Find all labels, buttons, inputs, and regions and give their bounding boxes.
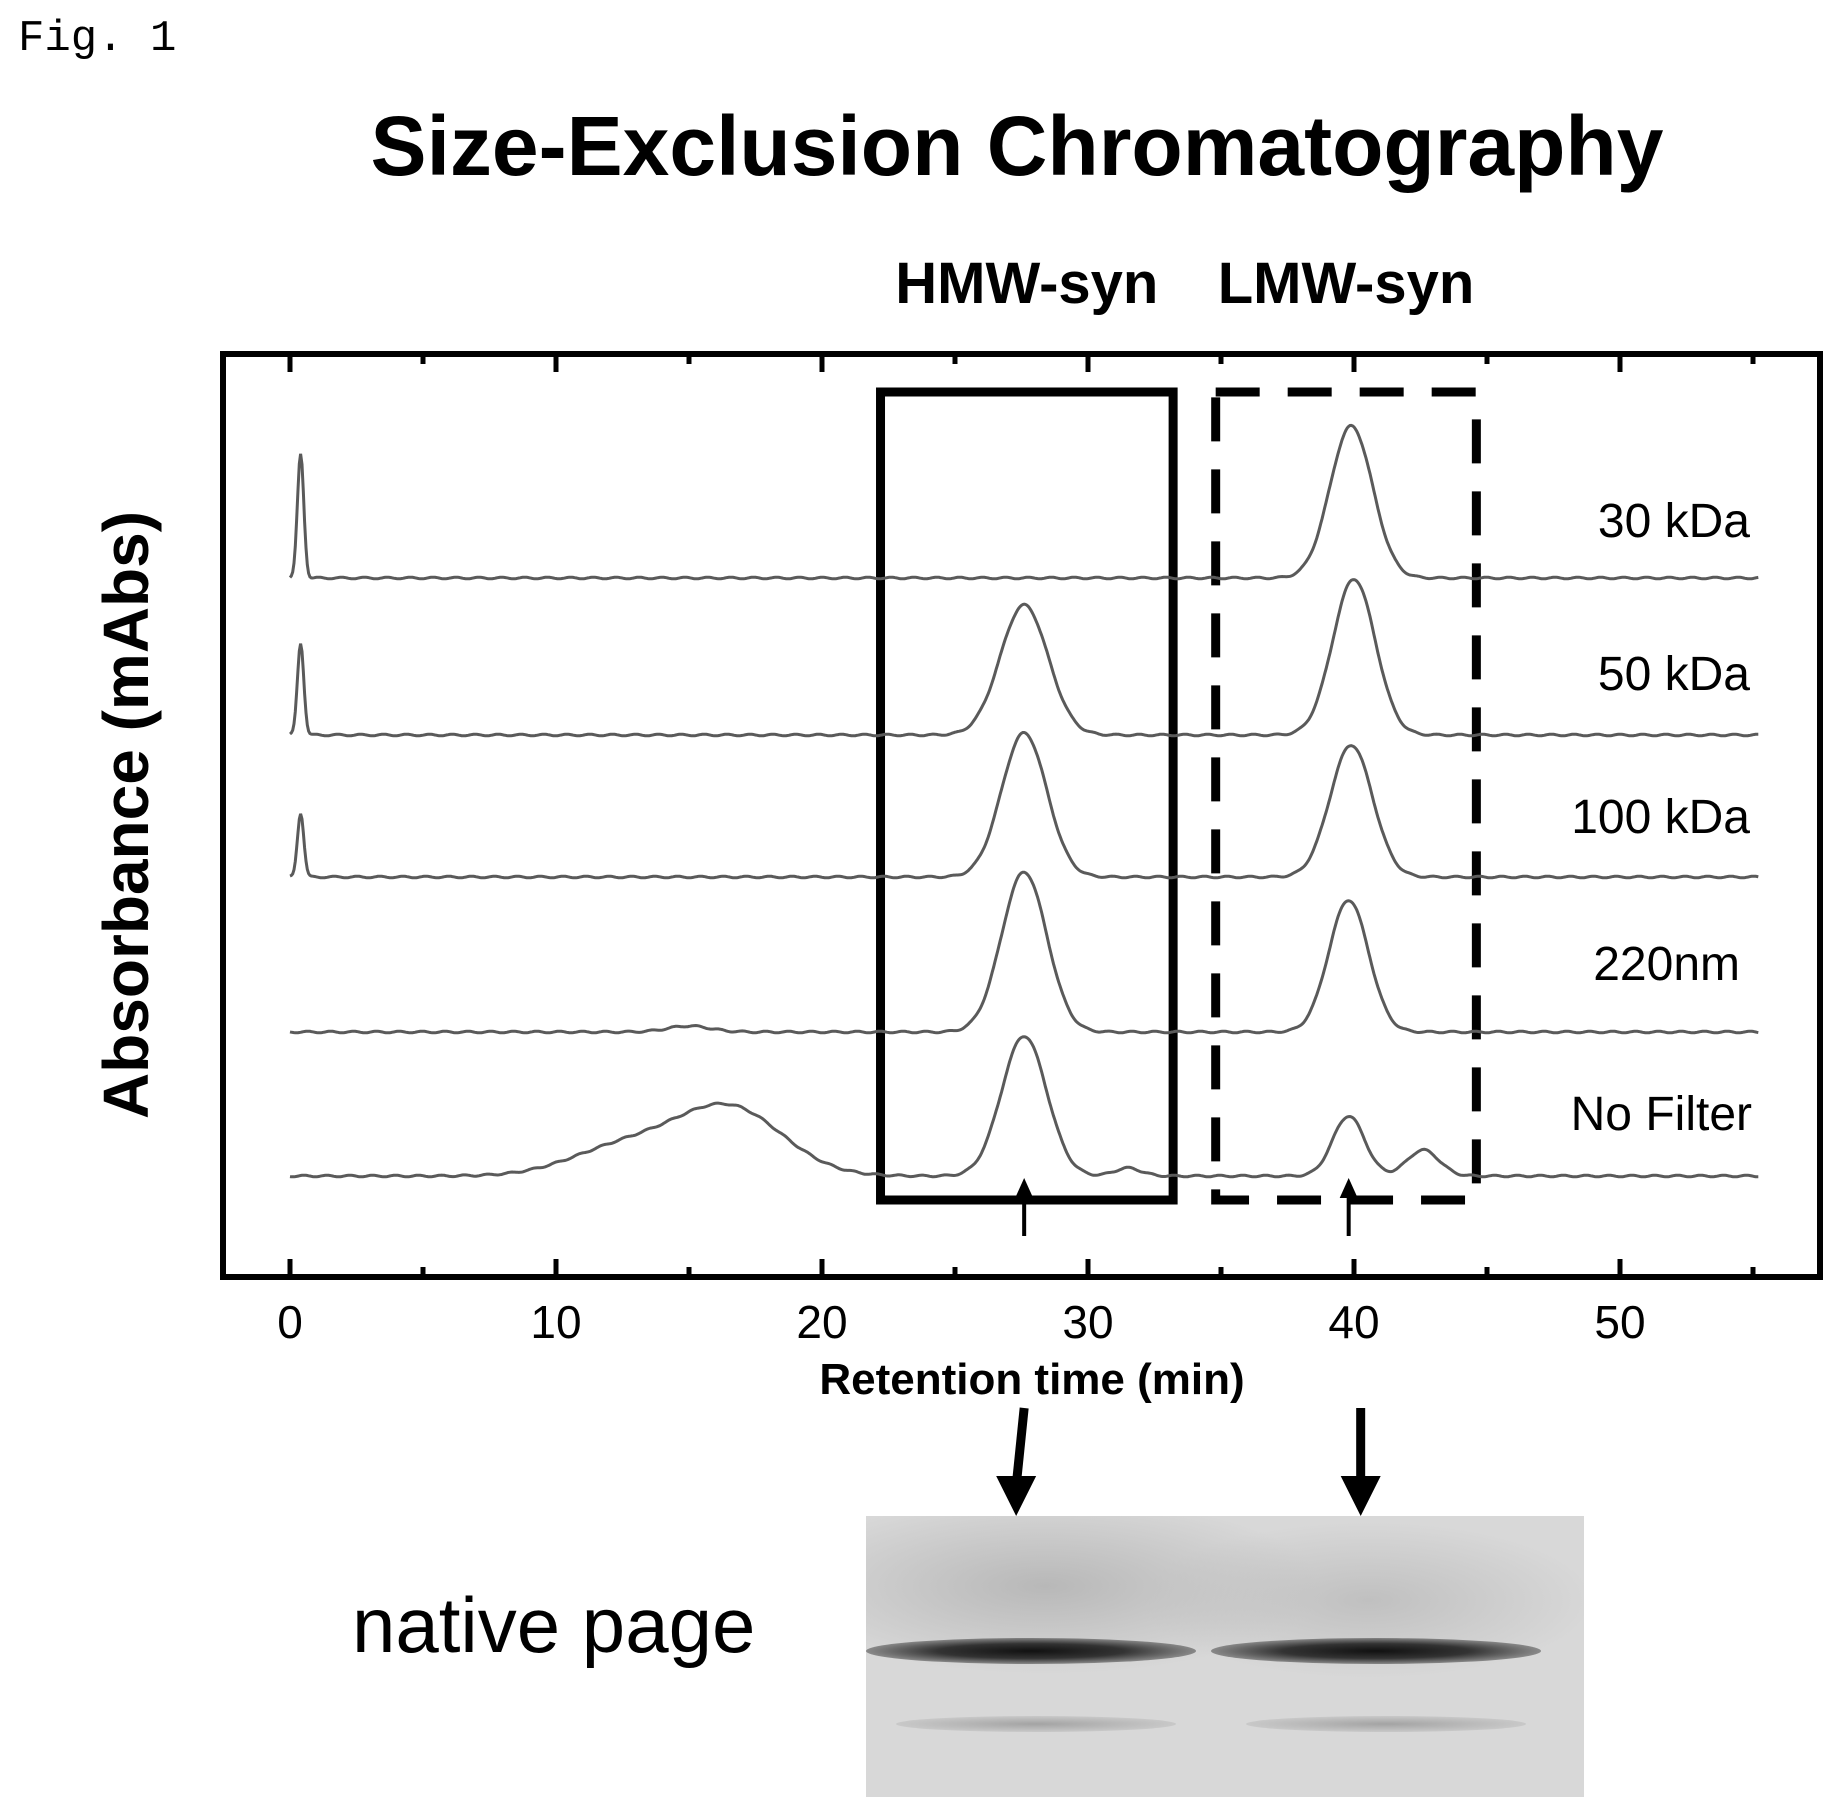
series-labels: 30 kDa 50 kDa 100 kDa 220nm No Filter <box>1571 495 1752 1141</box>
trace-220nm <box>289 870 1759 1035</box>
x-axis-ticks <box>287 354 1756 1277</box>
y-axis-label: Absorbance (mAbs) <box>90 511 162 1119</box>
x-tick-label-0: 0 <box>277 1296 303 1348</box>
x-tick-label-40: 40 <box>1328 1296 1379 1348</box>
trace-no-filter <box>289 1035 1759 1179</box>
region-label-hmw-syn: HMW-syn <box>895 251 1158 316</box>
x-tick-label-20: 20 <box>796 1296 847 1348</box>
marker-up-head-0 <box>1015 1178 1034 1198</box>
x-tick-label-50: 50 <box>1594 1296 1645 1348</box>
marker-down-line-0 <box>1011 1407 1029 1487</box>
gel-band-hmw <box>866 1638 1196 1664</box>
traces <box>288 423 1759 1179</box>
series-label-50-kda: 50 kDa <box>1598 648 1750 701</box>
regions: HMW-syn LMW-syn <box>876 251 1481 1205</box>
chart-title: Size-Exclusion Chromatography <box>370 99 1664 193</box>
series-label-100-kda: 100 kDa <box>1571 791 1750 844</box>
gel-faint-band-hmw <box>896 1716 1176 1732</box>
region-label-lmw-syn: LMW-syn <box>1218 251 1475 316</box>
plot-frame <box>220 351 1823 1280</box>
gel-faint-band-lmw <box>1246 1716 1526 1732</box>
series-label-220nm: 220nm <box>1593 938 1740 991</box>
region-box-lmw-syn <box>1211 387 1481 1205</box>
x-tick-label-10: 10 <box>530 1296 581 1348</box>
region-box-hmw-syn <box>876 387 1178 1205</box>
marker-down-head-1 <box>1340 1476 1381 1516</box>
x-axis-tick-labels: 0 10 20 30 40 50 <box>277 1296 1645 1348</box>
native-page-label: native page <box>352 1581 756 1669</box>
gel-band-lmw <box>1211 1638 1541 1664</box>
marker-up-head-1 <box>1339 1178 1358 1198</box>
series-label-no-filter: No Filter <box>1571 1088 1752 1141</box>
markers <box>996 1178 1381 1516</box>
figure-label: Fig. 1 <box>18 14 177 64</box>
marker-down-head-0 <box>996 1476 1037 1516</box>
trace-50-kda <box>289 578 1759 738</box>
x-tick-label-30: 30 <box>1062 1296 1113 1348</box>
native-page-gel <box>866 1516 1584 1797</box>
series-label-30-kda: 30 kDa <box>1598 495 1750 548</box>
trace-30-kda <box>288 423 1759 581</box>
x-axis-label: Retention time (min) <box>819 1355 1244 1404</box>
trace-100-kda <box>289 731 1759 880</box>
